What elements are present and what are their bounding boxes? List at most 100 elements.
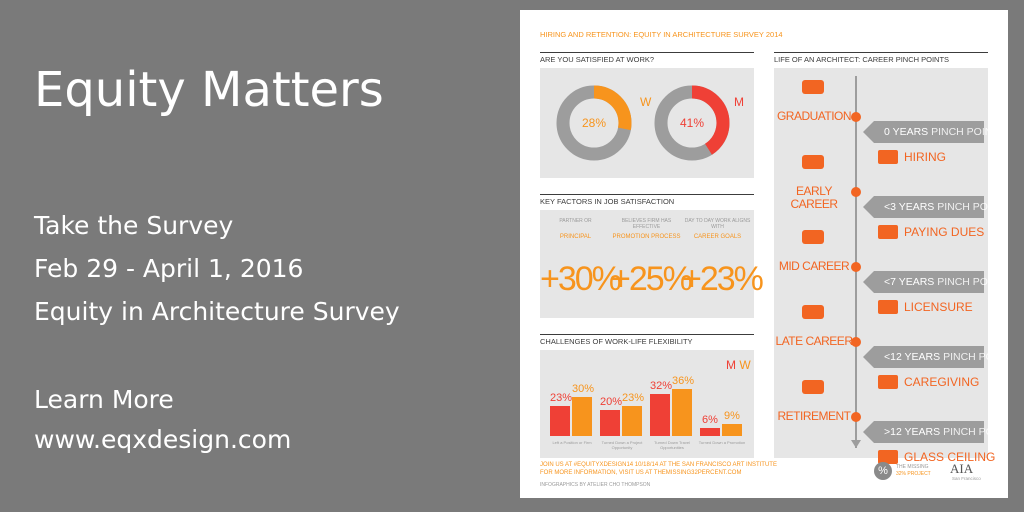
piggy-bank-icon — [802, 380, 824, 394]
pinch-item: PAYING DUES — [904, 225, 985, 239]
stage-label: GRADUATION — [776, 109, 852, 123]
logo1-line2: 32% PROJECT — [896, 471, 931, 477]
aia-sub: San Francisco — [952, 476, 981, 481]
timeline-dot — [851, 337, 861, 347]
bar-labels: Left a Position or Firm Turned Down a Pro… — [548, 440, 748, 456]
challenges-panel: M W 23% 30% 20% 23% 32% 36% 6% 9% Left a Positi… — [540, 350, 754, 458]
factor-value: +30% — [540, 260, 622, 298]
bar-m — [650, 394, 670, 436]
timeline-dot — [851, 112, 861, 122]
family-icon — [878, 375, 898, 389]
survey-info: Take the Survey Feb 29 - April 1, 2016 E… — [34, 204, 400, 333]
men-letter: M — [734, 95, 744, 109]
bar-m — [550, 406, 570, 436]
satisfied-panel: 28% 41% W M — [540, 68, 754, 178]
pinch-label: PINCH POINT — [943, 351, 1008, 363]
survey-line: Take the Survey — [34, 211, 234, 240]
women-donut — [556, 85, 632, 161]
pinch-years: 0 YEARS — [884, 126, 929, 138]
legend-w: W — [739, 358, 751, 372]
bar-w — [622, 406, 642, 436]
bar-category-label: Turned Down a Project Opportunity — [601, 440, 643, 450]
pinch-label: PINCH POINT — [937, 276, 1005, 288]
career-panel: GRADUATION 0 YEARS PINCH POINT HIRING EARLY… — [774, 68, 1008, 464]
footer-line2: FOR MORE INFORMATION, VISIT US AT THEMIS… — [540, 470, 742, 476]
learn-more-link[interactable]: Learn More — [34, 385, 174, 414]
bar-value-w: 9% — [724, 410, 740, 423]
stage-label: RETIREMENT — [777, 409, 852, 423]
challenges-header: CHALLENGES OF WORK-LIFE FLEXIBILITY — [540, 334, 754, 346]
women-letter: W — [640, 95, 652, 109]
pinch-years: <12 YEARS — [884, 351, 941, 363]
pinch-point-tag: >12 YEARS PINCH POINT — [863, 421, 1008, 443]
bar-m — [600, 410, 620, 436]
women-percent: 28% — [582, 116, 606, 130]
bar-category-label: Left a Position or Firm — [552, 440, 592, 445]
handshake-icon — [878, 150, 898, 164]
pinch-item: CAREGIVING — [904, 375, 980, 389]
footer-line1: JOIN US AT #EQUITYXDESIGN14 10/18/14 AT … — [540, 462, 777, 468]
pinch-point-tag: <3 YEARS PINCH POINT — [863, 196, 1005, 218]
legend-m: M — [726, 358, 736, 372]
links: Learn More www.eqxdesign.com — [34, 380, 291, 460]
pinch-years: <7 YEARS — [884, 276, 935, 288]
bar-m — [700, 428, 720, 436]
bar-value-w: 36% — [672, 375, 695, 388]
hourglass-icon — [878, 225, 898, 239]
bar-w — [722, 424, 742, 436]
men-donut — [654, 85, 730, 161]
infographic-title: HIRING AND RETENTION: EQUITY IN ARCHITEC… — [540, 30, 783, 39]
timeline-arrow-icon — [851, 440, 861, 448]
timeline-dot — [851, 412, 861, 422]
bar-w — [572, 397, 592, 436]
stage-label: MID CAREER — [778, 259, 850, 273]
stage-label: EARLY CAREER — [790, 184, 838, 211]
pinch-label: PINCH POINT — [937, 201, 1005, 213]
bar-w — [672, 389, 692, 436]
bar-value-m: 6% — [702, 414, 718, 427]
factor-caption: DAY TO DAY WORK ALIGNS WITH — [684, 218, 751, 230]
survey-name: Equity in Architecture Survey — [34, 297, 400, 326]
bar-value-w: 30% — [572, 383, 595, 395]
people-icon — [802, 305, 824, 319]
factor-caption: BELIEVES FIRM HAS EFFECTIVE — [621, 218, 672, 230]
pinch-item: HIRING — [904, 150, 946, 164]
pinch-years: >12 YEARS — [884, 426, 941, 438]
timeline-dot — [851, 262, 861, 272]
timeline-dot — [851, 187, 861, 197]
bar-value-m: 23% — [550, 392, 573, 405]
ladder-icon — [802, 230, 824, 244]
factor-value: +25% — [611, 260, 693, 298]
factor-caption: PARTNER OR — [559, 218, 592, 224]
aia-logo: AIA — [950, 461, 974, 476]
footer-credit: INFOGRAPHICS BY ATELIER CHO THOMPSON — [540, 482, 651, 488]
bar-value-m: 32% — [650, 380, 673, 393]
pinch-label: PINCH POINT — [943, 426, 1008, 438]
factor-caption-strong: PRINCIPAL — [559, 234, 592, 240]
pinch-item: LICENSURE — [904, 300, 973, 314]
pinch-label: PINCH POINT — [931, 126, 999, 138]
website-link[interactable]: www.eqxdesign.com — [34, 425, 292, 454]
survey-dates: Feb 29 - April 1, 2016 — [34, 254, 304, 283]
logo1-line1: THE MISSING — [896, 464, 929, 470]
pinch-point-tag: <12 YEARS PINCH POINT — [863, 346, 1008, 368]
factor-caption-strong: PROMOTION PROCESS — [612, 234, 681, 240]
bar-value-w: 23% — [622, 392, 645, 405]
headline: Equity Matters — [34, 62, 384, 118]
bar-category-label: Turned Down a Promotion — [698, 440, 746, 445]
factors-panel: PARTNER OR PRINCIPAL +30% BELIEVES FIRM … — [540, 210, 764, 318]
stamp-icon — [878, 300, 898, 314]
woman-icon — [878, 450, 898, 464]
graduation-cap-icon — [802, 80, 824, 94]
bar-area: 23% 30% 20% 23% 32% 36% 6% 9% — [548, 370, 748, 436]
satisfied-header: ARE YOU SATISFIED AT WORK? — [540, 52, 754, 64]
missing-32-logo-icon: % — [874, 462, 892, 480]
career-header: LIFE OF AN ARCHITECT: CAREER PINCH POINT… — [774, 52, 988, 64]
factors-header: KEY FACTORS IN JOB SATISFACTION — [540, 194, 754, 206]
infographic-card: HIRING AND RETENTION: EQUITY IN ARCHITEC… — [520, 10, 1008, 498]
factor-value: +23% — [682, 260, 764, 298]
bar-category-label: Turned Down Travel Opportunities — [654, 440, 690, 450]
challenges-legend: M W — [726, 358, 751, 372]
bar-value-m: 20% — [600, 396, 623, 408]
promo-text: Equity Matters Take the Survey Feb 29 - … — [34, 0, 504, 512]
